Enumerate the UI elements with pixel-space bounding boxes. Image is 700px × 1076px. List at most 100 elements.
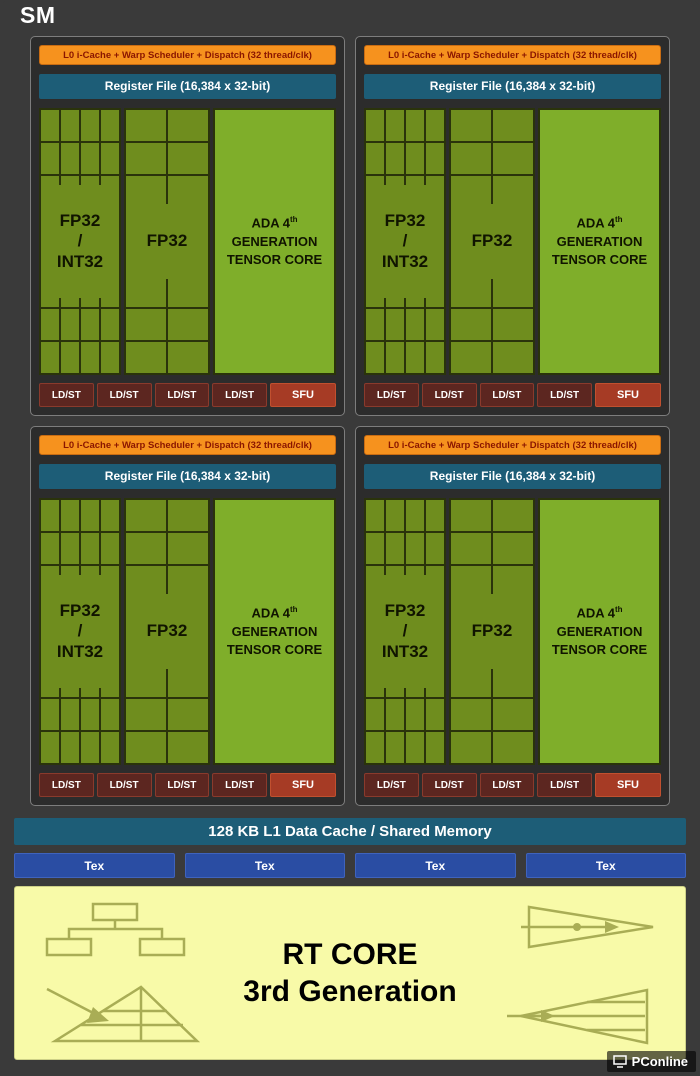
tensor-core-line1: ADA 4th <box>251 214 297 233</box>
rt-core-subtitle: 3rd Generation <box>243 975 457 1008</box>
fp32-int32-core-grid: FP32 / INT32 <box>364 498 446 765</box>
core-cell <box>81 731 99 763</box>
core-cell <box>126 143 166 175</box>
core-cell <box>61 110 79 142</box>
core-cell <box>406 308 424 340</box>
watermark-label: PConline <box>631 1054 688 1069</box>
sm-partitions: L0 i-Cache + Warp Scheduler + Dispatch (… <box>30 36 670 806</box>
fp32-int32-label: FP32 / INT32 <box>366 185 444 298</box>
core-cell <box>101 143 119 175</box>
core-cell <box>493 665 533 697</box>
sm-partition: L0 i-Cache + Warp Scheduler + Dispatch (… <box>30 426 345 806</box>
core-cell <box>426 533 444 565</box>
core-cell <box>366 308 384 340</box>
tensor-core-line1-sup: th <box>614 605 623 615</box>
bvh-tree-icon <box>45 902 186 957</box>
core-cell <box>406 500 424 532</box>
core-cell <box>168 308 208 340</box>
tensor-core-line1-sup: th <box>289 605 298 615</box>
core-cell <box>451 665 491 697</box>
core-cell <box>426 698 444 730</box>
fp32-int32-core-grid: FP32 / INT32 <box>364 108 446 375</box>
l1-cache-bar: 128 KB L1 Data Cache / Shared Memory <box>14 818 686 845</box>
core-cell <box>101 533 119 565</box>
ray-hit-triangle-icon <box>507 988 649 1045</box>
tensor-core-block: ADA 4th GENERATION TENSOR CORE <box>213 108 336 375</box>
core-cell <box>126 275 166 307</box>
fp32-core-grid: FP32 <box>449 498 535 765</box>
core-cell <box>61 308 79 340</box>
ldst-unit: LD/ST <box>39 383 94 407</box>
core-area: FP32 / INT32 FP32 ADA 4th GENERATION TEN… <box>39 108 336 375</box>
core-cell <box>406 110 424 142</box>
fp32-label: FP32 <box>451 594 533 669</box>
core-cell <box>168 110 208 142</box>
register-file-bar: Register File (16,384 x 32-bit) <box>364 74 661 99</box>
sm-partition: L0 i-Cache + Warp Scheduler + Dispatch (… <box>355 36 670 416</box>
core-cell <box>406 341 424 373</box>
sm-title: SM <box>20 2 56 28</box>
core-cell <box>81 143 99 175</box>
fp32-int32-core-grid: FP32 / INT32 <box>39 108 121 375</box>
tensor-core-block: ADA 4th GENERATION TENSOR CORE <box>538 108 661 375</box>
core-cell <box>451 308 491 340</box>
core-cell <box>41 341 59 373</box>
tensor-core-line2: GENERATION <box>231 623 318 639</box>
ldst-unit: LD/ST <box>96 773 152 797</box>
tensor-core-line2: GENERATION <box>231 233 318 249</box>
core-cell <box>426 308 444 340</box>
core-cell <box>61 698 79 730</box>
core-cell <box>366 698 384 730</box>
core-cell <box>493 731 533 763</box>
core-cell <box>493 308 533 340</box>
core-cell <box>168 275 208 307</box>
rt-core-block: RT CORE 3rd Generation <box>14 886 686 1060</box>
tensor-core-line1-sup: th <box>614 215 623 225</box>
core-cell <box>366 110 384 142</box>
rt-core-title: RT CORE <box>282 937 418 971</box>
core-cell <box>168 566 208 598</box>
core-cell <box>426 110 444 142</box>
tensor-core-line3: TENSOR CORE <box>551 641 648 657</box>
core-cell <box>81 308 99 340</box>
core-cell <box>41 698 59 730</box>
exec-units-row: LD/ST LD/ST LD/ST LD/ST SFU <box>364 383 661 407</box>
ldst-unit: LD/ST <box>479 383 535 407</box>
sm-partition: L0 i-Cache + Warp Scheduler + Dispatch (… <box>30 36 345 416</box>
core-cell <box>126 308 166 340</box>
core-area: FP32 / INT32 FP32 ADA 4th GENERATION TEN… <box>39 498 336 765</box>
tensor-core-line3: TENSOR CORE <box>226 641 323 657</box>
core-cell <box>61 533 79 565</box>
core-cell <box>81 341 99 373</box>
core-cell <box>168 341 208 373</box>
core-cell <box>386 698 404 730</box>
ldst-unit: LD/ST <box>212 773 267 797</box>
core-cell <box>386 308 404 340</box>
ldst-unit: LD/ST <box>421 773 477 797</box>
core-cell <box>386 500 404 532</box>
core-cell <box>493 110 533 142</box>
core-cell <box>126 665 166 697</box>
core-cell <box>366 500 384 532</box>
core-cell <box>366 341 384 373</box>
core-cell <box>126 176 166 208</box>
core-cell <box>451 566 491 598</box>
core-cell <box>81 698 99 730</box>
core-cell <box>41 143 59 175</box>
core-cell <box>168 143 208 175</box>
tex-units-row: Tex Tex Tex Tex <box>14 853 686 878</box>
core-cell <box>493 566 533 598</box>
tensor-core-line1: ADA 4th <box>576 214 622 233</box>
core-cell <box>168 731 208 763</box>
micromesh-triangle-icon <box>46 985 201 1043</box>
core-cell <box>41 533 59 565</box>
fp32-core-grid: FP32 <box>124 498 210 765</box>
tensor-core-line2: GENERATION <box>556 623 643 639</box>
tensor-core-line1-sup: th <box>289 215 298 225</box>
ldst-unit: LD/ST <box>154 383 210 407</box>
core-cell <box>366 143 384 175</box>
core-cell <box>126 731 166 763</box>
core-cell <box>493 275 533 307</box>
core-cell <box>426 731 444 763</box>
